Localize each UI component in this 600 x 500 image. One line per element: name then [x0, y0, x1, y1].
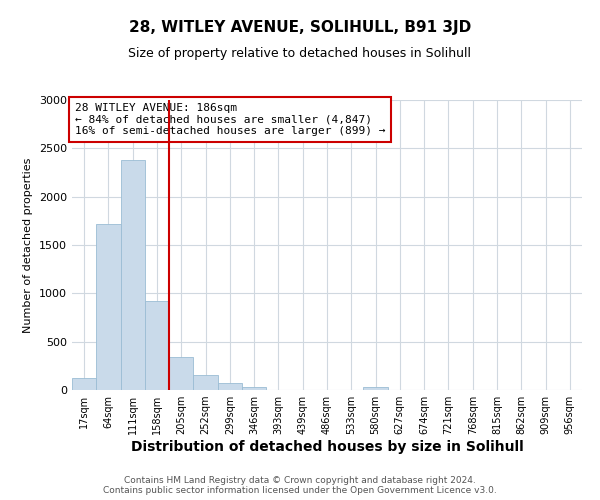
Bar: [169, 357, 193, 390]
X-axis label: Distribution of detached houses by size in Solihull: Distribution of detached houses by size …: [131, 440, 523, 454]
Text: 28, WITLEY AVENUE, SOLIHULL, B91 3JD: 28, WITLEY AVENUE, SOLIHULL, B91 3JD: [129, 20, 471, 35]
Bar: [121, 160, 145, 390]
Text: Contains HM Land Registry data © Crown copyright and database right 2024.
Contai: Contains HM Land Registry data © Crown c…: [103, 476, 497, 495]
Bar: [242, 387, 266, 390]
Text: 28 WITLEY AVENUE: 186sqm
← 84% of detached houses are smaller (4,847)
16% of sem: 28 WITLEY AVENUE: 186sqm ← 84% of detach…: [74, 103, 385, 136]
Bar: [72, 378, 96, 390]
Text: Size of property relative to detached houses in Solihull: Size of property relative to detached ho…: [128, 48, 472, 60]
Bar: [364, 387, 388, 390]
Bar: [96, 224, 121, 390]
Bar: [145, 301, 169, 390]
Y-axis label: Number of detached properties: Number of detached properties: [23, 158, 34, 332]
Bar: [218, 383, 242, 390]
Bar: [193, 375, 218, 390]
